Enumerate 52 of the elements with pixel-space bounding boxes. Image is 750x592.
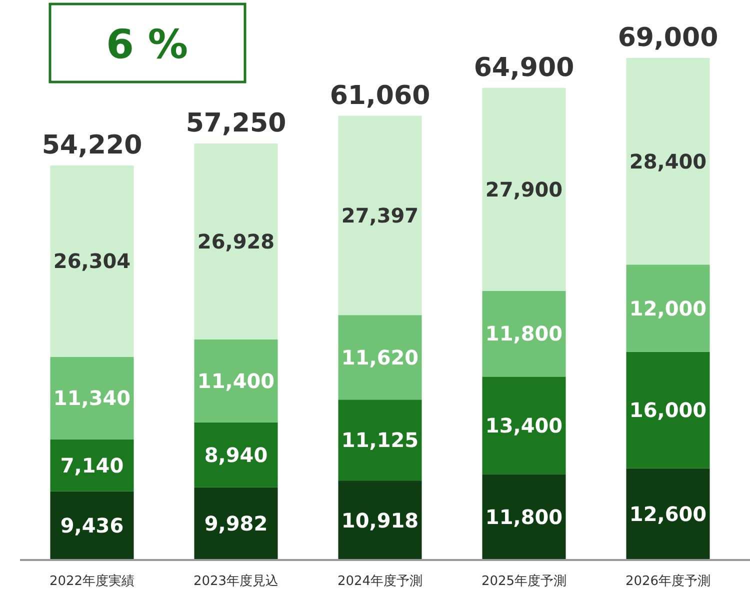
data-label: 27,397 xyxy=(341,203,419,228)
bar xyxy=(482,290,566,377)
bar xyxy=(626,58,710,265)
total-label: 64,900 xyxy=(474,52,574,83)
data-label: 11,800 xyxy=(485,322,563,346)
bar xyxy=(50,491,134,560)
bar xyxy=(194,143,278,340)
total-label: 54,220 xyxy=(42,130,142,161)
data-label: 9,436 xyxy=(60,514,124,538)
data-label: 12,000 xyxy=(629,296,707,320)
bar xyxy=(194,339,278,422)
bar xyxy=(338,480,422,560)
data-label: 13,400 xyxy=(485,413,563,438)
x-tick-label: 2023年度見込 xyxy=(193,573,279,589)
total-label: 61,060 xyxy=(330,80,430,111)
data-label: 27,900 xyxy=(485,177,563,202)
bar xyxy=(50,356,134,440)
data-label: 11,340 xyxy=(53,386,131,410)
bar xyxy=(194,422,278,488)
bar xyxy=(626,468,710,560)
x-tick-label: 2024年度予測 xyxy=(337,573,423,589)
x-tick-label: 2026年度予測 xyxy=(625,573,711,589)
bar xyxy=(194,487,278,560)
data-label: 12,600 xyxy=(629,502,707,526)
data-label: 16,000 xyxy=(629,398,707,422)
bar xyxy=(338,116,422,316)
total-label: 69,000 xyxy=(618,23,718,53)
bar xyxy=(482,376,566,474)
data-label: 26,928 xyxy=(197,229,275,254)
data-label: 26,304 xyxy=(53,249,131,274)
x-tick-label: 2022年度実績 xyxy=(49,573,135,589)
bar xyxy=(338,315,422,400)
bar xyxy=(50,166,134,357)
total-label: 57,250 xyxy=(186,108,286,138)
data-label: 11,620 xyxy=(341,345,419,370)
data-label: 10,918 xyxy=(341,508,419,532)
bar xyxy=(338,400,422,481)
data-label: 8,940 xyxy=(204,442,268,467)
bar xyxy=(482,88,566,291)
bar xyxy=(626,264,710,352)
annotation: 6 % xyxy=(106,22,188,68)
data-label: 9,982 xyxy=(204,512,268,536)
data-label: 11,125 xyxy=(341,428,419,452)
callout-box: 6 % xyxy=(48,2,246,84)
bar xyxy=(626,352,710,468)
bar xyxy=(482,474,566,560)
data-label: 11,400 xyxy=(197,368,275,393)
data-label: 11,800 xyxy=(485,505,563,530)
x-tick-label: 2025年度予測 xyxy=(481,573,567,589)
data-label: 7,140 xyxy=(60,453,124,478)
data-label: 28,400 xyxy=(629,149,707,174)
bar xyxy=(50,439,134,492)
